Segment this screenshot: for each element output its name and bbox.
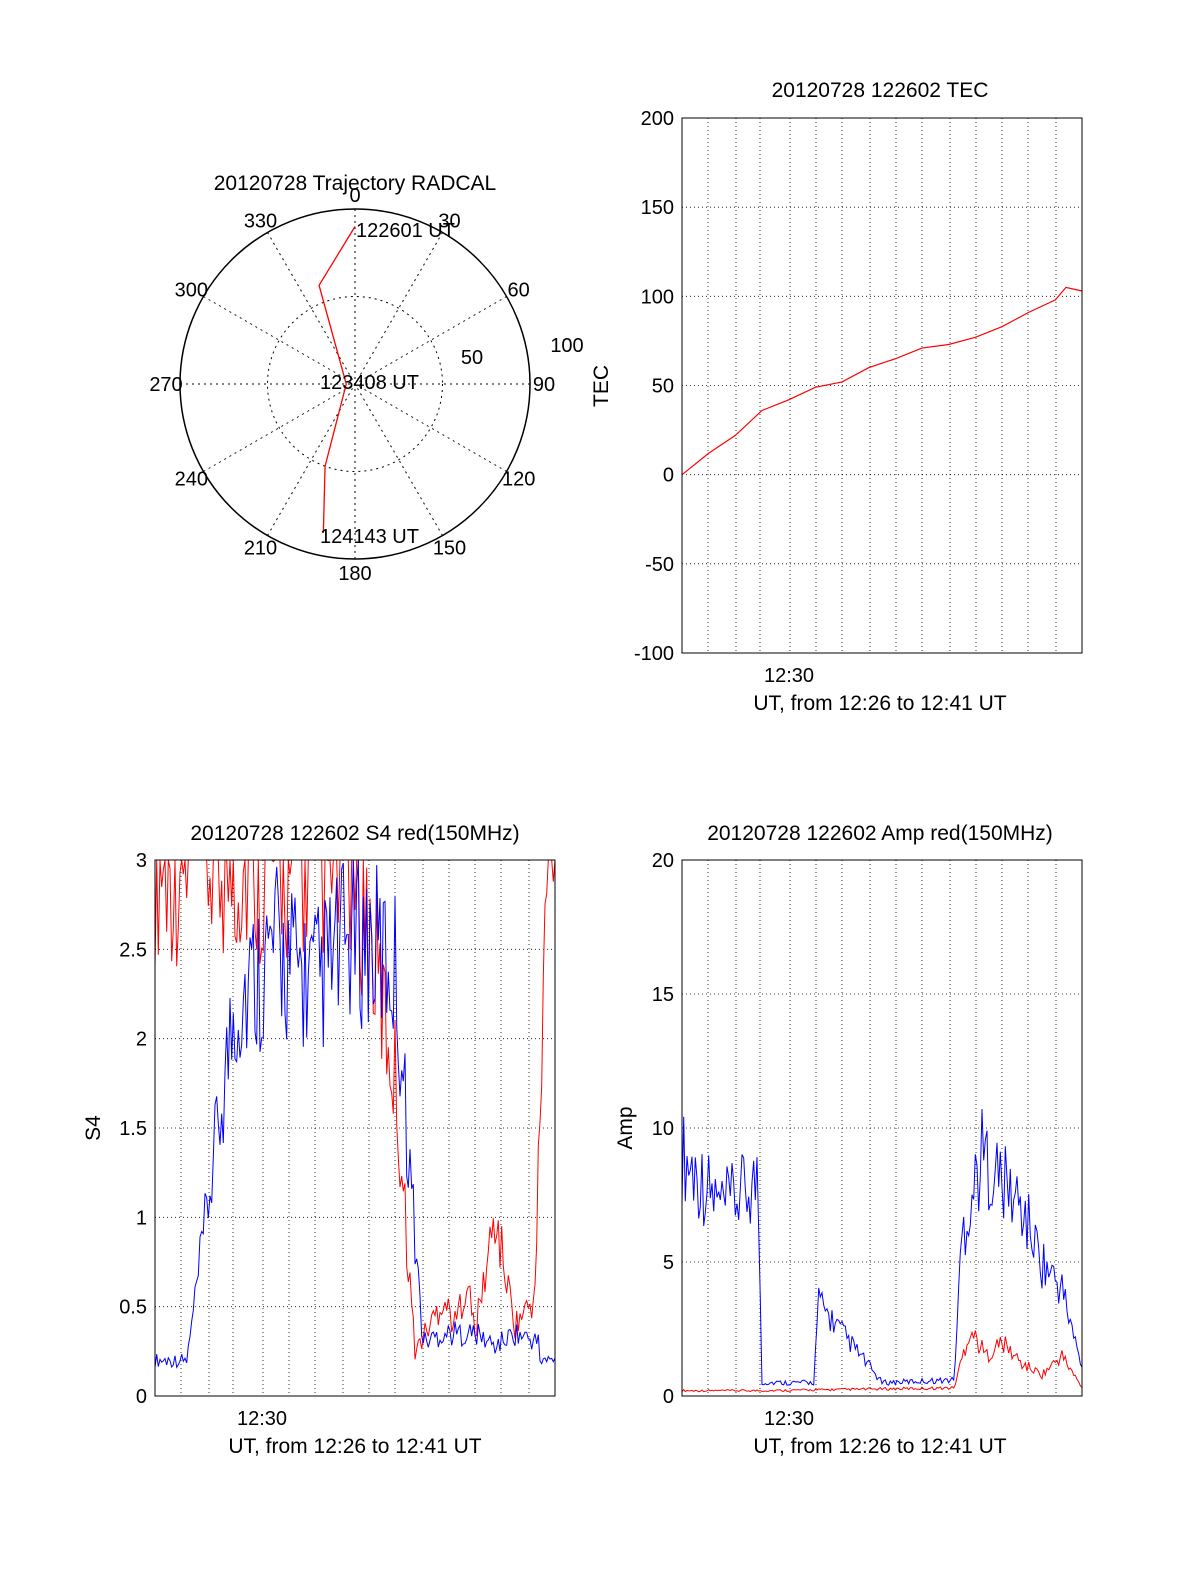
y-tick-label: -50 [645, 554, 674, 576]
polar-angle-label: 150 [433, 538, 466, 560]
polar-panel: 20120728 Trajectory RADCAL 0 30 60 90 120 150… [149, 172, 583, 585]
tec-panel: 20120728 122602 TEC 200150100500-50-100 … [590, 79, 1083, 715]
y-tick-label: 0 [663, 1386, 674, 1408]
y-tick-label: 2.5 [119, 939, 147, 961]
series-line [154, 859, 556, 1369]
amp-ylabel: Amp [614, 1106, 637, 1149]
trajectory-mid-label: 123408 UT [320, 372, 419, 394]
polar-radius-label-100: 100 [550, 335, 583, 357]
polar-spoke [267, 232, 443, 536]
tec-ylabel: TEC [590, 365, 613, 407]
polar-angle-label: 120 [502, 469, 535, 491]
s4-xtick-label: 12:30 [237, 1408, 287, 1430]
y-tick-label: 1.5 [119, 1118, 147, 1140]
amp-title: 20120728 122602 Amp red(150MHz) [707, 822, 1053, 845]
s4-y-ticks: 3 2.5 2 1.5 1 0.5 0 [119, 850, 147, 1408]
y-tick-label: -100 [634, 643, 674, 665]
s4-xlabel: UT, from 12:26 to 12:41 UT [228, 1435, 481, 1458]
y-tick-label: 10 [652, 1118, 674, 1140]
polar-angle-label: 240 [175, 469, 208, 491]
polar-angle-label: 180 [338, 563, 371, 585]
polar-inner-circle [267, 296, 443, 472]
amp-grid [682, 860, 1082, 1396]
trajectory-end-label: 124143 UT [320, 526, 419, 548]
polar-radius-label-50: 50 [461, 347, 483, 369]
s4-title: 20120728 122602 S4 red(150MHz) [190, 822, 519, 845]
tec-y-ticks: 200 150 100 50 0 -50 -100 [634, 108, 674, 665]
s4-series [154, 859, 556, 1369]
y-tick-label: 150 [641, 197, 674, 219]
polar-title: 20120728 Trajectory RADCAL [214, 172, 497, 195]
y-tick-label: 100 [641, 286, 674, 308]
s4-grid [155, 860, 555, 1396]
s4-ylabel: S4 [82, 1115, 105, 1141]
polar-angle-label: 300 [175, 280, 208, 302]
tec-series-line [681, 286, 1083, 476]
tec-xtick-label: 12:30 [764, 665, 814, 687]
amp-plot-frame [681, 859, 1083, 1397]
y-tick-label: 0.5 [119, 1297, 147, 1319]
y-tick-label: 50 [652, 376, 674, 398]
polar-angle-label: 60 [508, 280, 530, 302]
polar-trajectory-line [318, 226, 356, 533]
y-tick-label: 20 [652, 850, 674, 872]
tec-plot-frame [681, 117, 1083, 654]
polar-angle-label: 210 [244, 538, 277, 560]
y-tick-label: 5 [663, 1252, 674, 1274]
series-line [681, 1330, 1083, 1393]
y-tick-label: 1 [136, 1207, 147, 1229]
series-line [681, 1109, 1083, 1386]
tec-title: 20120728 122602 TEC [772, 79, 989, 102]
polar-grid [179, 208, 531, 560]
amp-series [681, 1109, 1083, 1393]
y-tick-label: 0 [136, 1386, 147, 1408]
tec-xlabel: UT, from 12:26 to 12:41 UT [753, 692, 1006, 715]
series-line [154, 859, 556, 1360]
polar-angle-label: 330 [244, 210, 277, 232]
y-tick-label: 15 [652, 984, 674, 1006]
polar-angle-label: 270 [149, 374, 182, 396]
trajectory-start-label: 122601 UT [356, 220, 455, 242]
amp-xtick-label: 12:30 [764, 1408, 814, 1430]
amp-panel: 20120728 122602 Amp red(150MHz) 20 15 10 5 0… [614, 822, 1083, 1458]
polar-angle-label: 0 [349, 185, 360, 207]
polar-angle-label: 90 [533, 374, 555, 396]
y-tick-label: 200 [641, 108, 674, 130]
amp-xlabel: UT, from 12:26 to 12:41 UT [753, 1435, 1006, 1458]
y-tick-label: 0 [663, 465, 674, 487]
y-tick-label: 2 [136, 1029, 147, 1051]
polar-angle-labels: 0 30 60 90 120 150 180 210 240 270 300 330 [149, 185, 555, 585]
amp-y-ticks: 20 15 10 5 0 [652, 850, 674, 1408]
tec-grid [682, 118, 1082, 653]
s4-panel: 20120728 122602 S4 red(150MHz) 3 2.5 2 1.5 1… [82, 822, 556, 1458]
s4-plot-frame [154, 859, 556, 1397]
polar-angle-label: 30 [438, 210, 460, 232]
y-tick-label: 3 [136, 850, 147, 872]
